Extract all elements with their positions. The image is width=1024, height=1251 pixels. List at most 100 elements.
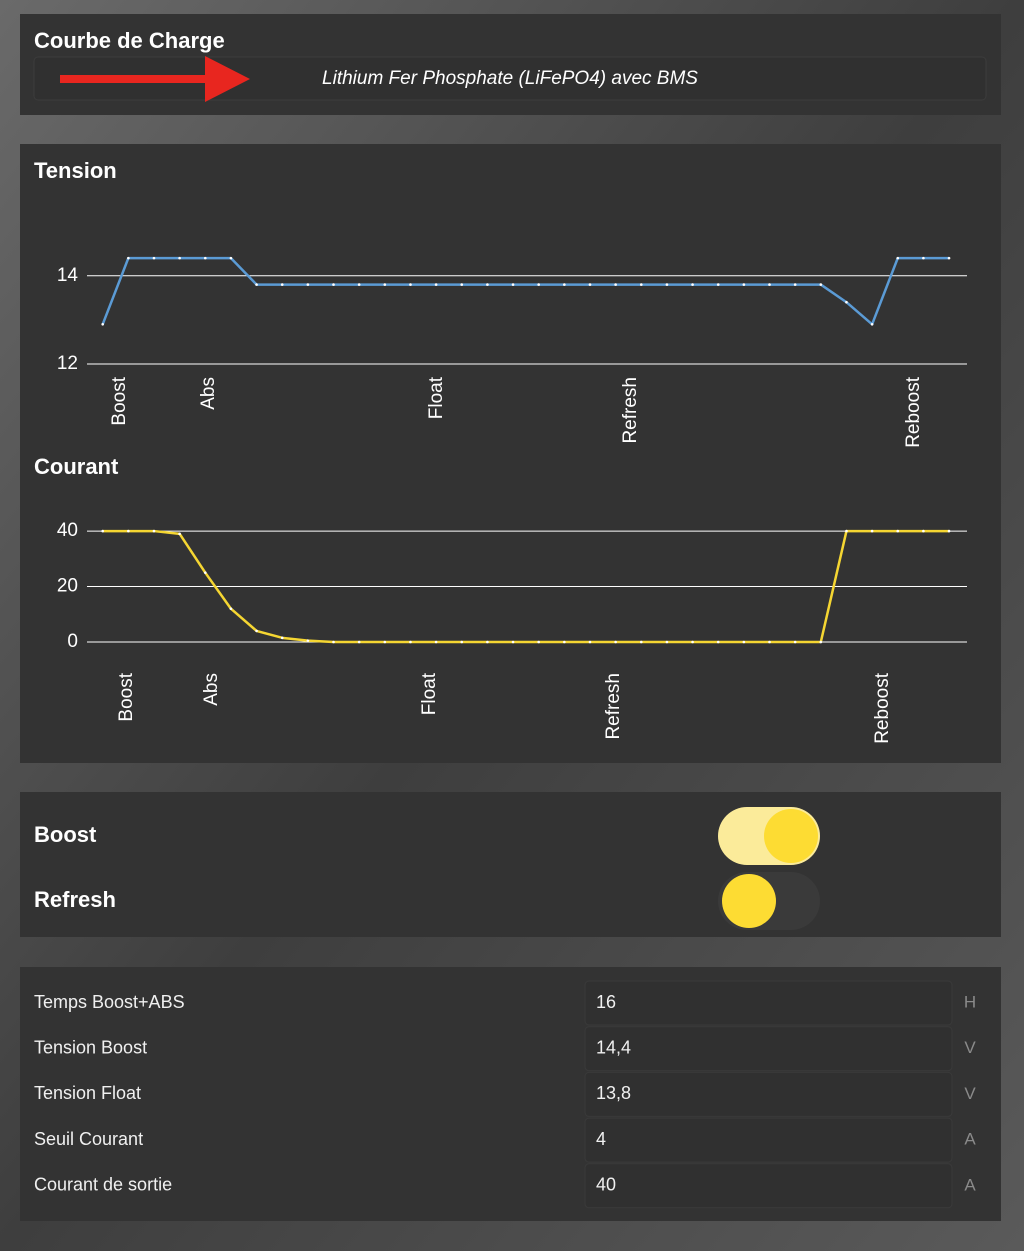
point (152, 256, 156, 260)
point (178, 532, 181, 536)
x-tick-label: Refresh (603, 673, 624, 740)
toggle-knob[interactable] (764, 809, 818, 863)
point (332, 640, 335, 644)
point (537, 640, 540, 644)
setting-unit: V (964, 1084, 976, 1103)
profile-select[interactable] (33, 56, 987, 101)
point (203, 256, 207, 260)
x-tick-label: Abs (198, 377, 219, 410)
chart-title: Courant (34, 454, 119, 479)
setting-input[interactable] (584, 1071, 953, 1117)
x-tick-label: Reboost (903, 376, 924, 447)
point (691, 283, 694, 286)
point (203, 571, 207, 574)
point (127, 256, 130, 260)
charts: Tension 12 14 Boost Abs Float Refresh Reboost Co… (34, 158, 967, 744)
point (101, 322, 104, 326)
setting-value: 14,4 (596, 1037, 631, 1057)
point (896, 256, 900, 260)
point (588, 283, 592, 286)
point (563, 283, 566, 286)
setting-input[interactable] (584, 1117, 953, 1163)
point (255, 283, 258, 286)
setting-unit: H (964, 992, 976, 1011)
setting-unit: V (964, 1038, 976, 1057)
setting-value: 16 (596, 992, 616, 1012)
point (665, 640, 669, 644)
x-tick-label: Boost (116, 672, 137, 721)
point (460, 640, 464, 644)
point (486, 283, 489, 286)
point (101, 529, 104, 533)
point (460, 283, 464, 286)
point (229, 256, 233, 260)
setting-input[interactable] (584, 1163, 953, 1209)
series-line (101, 256, 950, 326)
y-tick-label: 14 (57, 265, 79, 286)
point (357, 640, 361, 644)
toggles: Boost Refresh (34, 807, 820, 930)
point (716, 640, 720, 644)
y-tick-label: 12 (57, 353, 78, 374)
setting-value: 4 (596, 1129, 606, 1149)
point (152, 529, 156, 533)
point (845, 300, 848, 304)
x-tick-label: Abs (201, 673, 222, 706)
point (614, 283, 617, 286)
point (870, 529, 874, 533)
point (409, 283, 412, 286)
setting-value: 13,8 (596, 1083, 631, 1103)
point (127, 529, 130, 533)
point (511, 283, 515, 286)
point (793, 283, 797, 286)
point (229, 607, 233, 611)
point (357, 283, 361, 286)
point (434, 283, 438, 286)
toggles-panel (20, 792, 1001, 937)
point (639, 283, 643, 286)
point (691, 640, 694, 644)
header-title: Courbe de Charge (34, 28, 225, 53)
point (819, 640, 823, 644)
setting-value: 40 (596, 1175, 616, 1195)
point (639, 640, 643, 644)
chart-title: Tension (34, 158, 117, 183)
charts-panel (20, 144, 1001, 763)
point (922, 256, 925, 260)
point (383, 640, 387, 644)
x-tick-label: Float (426, 376, 447, 419)
point (742, 640, 746, 644)
point (563, 640, 566, 644)
series-line (102, 529, 950, 644)
point (793, 640, 797, 644)
x-tick-label: Refresh (620, 377, 641, 444)
point (383, 283, 387, 286)
y-tick-label: 40 (57, 520, 78, 541)
point (178, 256, 181, 260)
point (306, 283, 310, 286)
toggle-label: Boost (34, 822, 97, 847)
setting-label: Tension Float (34, 1083, 141, 1103)
point (819, 283, 823, 286)
setting-input[interactable] (584, 1026, 953, 1072)
x-tick-label: Reboost (872, 672, 893, 743)
toggle-knob[interactable] (722, 874, 776, 928)
y-tick-label: 20 (57, 576, 78, 597)
point (947, 256, 951, 260)
point (280, 636, 284, 640)
point (716, 283, 720, 286)
arrow (60, 56, 250, 102)
point (896, 529, 900, 533)
setting-label: Tension Boost (34, 1037, 147, 1057)
point (280, 283, 284, 286)
point (409, 640, 412, 644)
point (768, 283, 771, 286)
setting-input[interactable] (584, 980, 953, 1026)
point (537, 283, 540, 286)
point (614, 640, 617, 644)
point (665, 283, 669, 286)
setting-label: Seuil Courant (34, 1129, 143, 1149)
point (870, 322, 874, 326)
